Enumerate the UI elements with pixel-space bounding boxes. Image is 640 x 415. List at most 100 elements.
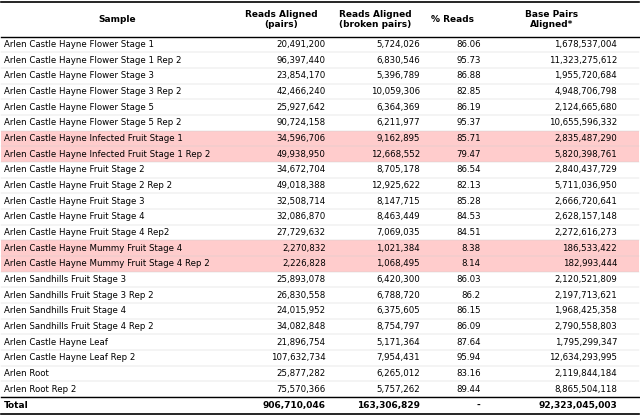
Text: 85.28: 85.28: [456, 197, 481, 205]
Text: 5,820,398,761: 5,820,398,761: [554, 149, 617, 159]
Text: 86.15: 86.15: [456, 306, 481, 315]
Text: 5,757,262: 5,757,262: [376, 385, 420, 393]
Text: 83.16: 83.16: [456, 369, 481, 378]
Text: 20,491,200: 20,491,200: [276, 40, 326, 49]
Text: 5,171,364: 5,171,364: [376, 337, 420, 347]
Text: 8,147,715: 8,147,715: [376, 197, 420, 205]
Polygon shape: [1, 225, 639, 240]
Polygon shape: [1, 52, 639, 68]
Polygon shape: [1, 193, 639, 209]
Text: 2,272,616,273: 2,272,616,273: [554, 228, 617, 237]
Text: 906,710,046: 906,710,046: [263, 401, 326, 410]
Text: 32,508,714: 32,508,714: [276, 197, 326, 205]
Text: Arlen Sandhills Fruit Stage 4: Arlen Sandhills Fruit Stage 4: [4, 306, 126, 315]
Text: 5,711,036,950: 5,711,036,950: [554, 181, 617, 190]
Text: 82.13: 82.13: [456, 181, 481, 190]
Polygon shape: [1, 115, 639, 131]
Text: 34,672,704: 34,672,704: [276, 165, 326, 174]
Text: 1,968,425,358: 1,968,425,358: [554, 306, 617, 315]
Text: 6,830,546: 6,830,546: [376, 56, 420, 65]
Text: 10,059,306: 10,059,306: [371, 87, 420, 96]
Text: Arlen Castle Hayne Fruit Stage 4: Arlen Castle Hayne Fruit Stage 4: [4, 212, 145, 221]
Text: 2,835,487,290: 2,835,487,290: [554, 134, 617, 143]
Text: Arlen Castle Hayne Flower Stage 5: Arlen Castle Hayne Flower Stage 5: [4, 103, 154, 112]
Text: 4,948,706,798: 4,948,706,798: [554, 87, 617, 96]
Text: Arlen Castle Hayne Infected Fruit Stage 1: Arlen Castle Hayne Infected Fruit Stage …: [4, 134, 182, 143]
Text: 1,068,495: 1,068,495: [376, 259, 420, 268]
Text: 8,705,178: 8,705,178: [376, 165, 420, 174]
Polygon shape: [1, 303, 639, 319]
Text: 10,655,596,332: 10,655,596,332: [548, 118, 617, 127]
Text: 89.44: 89.44: [456, 385, 481, 393]
Text: 92,323,045,003: 92,323,045,003: [538, 401, 617, 410]
Text: 8,865,504,118: 8,865,504,118: [554, 385, 617, 393]
Text: 2,120,521,809: 2,120,521,809: [554, 275, 617, 284]
Text: 27,729,632: 27,729,632: [276, 228, 326, 237]
Text: Arlen Sandhills Fruit Stage 3 Rep 2: Arlen Sandhills Fruit Stage 3 Rep 2: [4, 290, 154, 300]
Text: Arlen Castle Hayne Flower Stage 1: Arlen Castle Hayne Flower Stage 1: [4, 40, 154, 49]
Polygon shape: [1, 240, 639, 256]
Text: 6,265,012: 6,265,012: [376, 369, 420, 378]
Text: 1,795,299,347: 1,795,299,347: [554, 337, 617, 347]
Text: 25,877,282: 25,877,282: [276, 369, 326, 378]
Text: 87.64: 87.64: [456, 337, 481, 347]
Text: 1,021,384: 1,021,384: [376, 244, 420, 253]
Text: Arlen Castle Hayne Leaf Rep 2: Arlen Castle Hayne Leaf Rep 2: [4, 353, 135, 362]
Text: 6,375,605: 6,375,605: [376, 306, 420, 315]
Text: 2,666,720,641: 2,666,720,641: [554, 197, 617, 205]
Polygon shape: [1, 287, 639, 303]
Text: 12,634,293,995: 12,634,293,995: [549, 353, 617, 362]
Text: 6,788,720: 6,788,720: [376, 290, 420, 300]
Text: -: -: [477, 401, 481, 410]
Polygon shape: [1, 99, 639, 115]
Text: Reads Aligned
(broken pairs): Reads Aligned (broken pairs): [339, 10, 412, 29]
Text: 49,938,950: 49,938,950: [277, 149, 326, 159]
Text: Arlen Castle Hayne Fruit Stage 3: Arlen Castle Hayne Fruit Stage 3: [4, 197, 145, 205]
Text: 6,211,977: 6,211,977: [376, 118, 420, 127]
Text: Total: Total: [4, 401, 29, 410]
Text: Arlen Castle Hayne Fruit Stage 2 Rep 2: Arlen Castle Hayne Fruit Stage 2 Rep 2: [4, 181, 172, 190]
Text: 21,896,754: 21,896,754: [276, 337, 326, 347]
Text: 42,466,240: 42,466,240: [276, 87, 326, 96]
Text: 2,270,832: 2,270,832: [282, 244, 326, 253]
Text: 12,925,622: 12,925,622: [371, 181, 420, 190]
Text: 8,754,797: 8,754,797: [376, 322, 420, 331]
Text: Arlen Castle Hayne Leaf: Arlen Castle Hayne Leaf: [4, 337, 108, 347]
Text: Arlen Root Rep 2: Arlen Root Rep 2: [4, 385, 76, 393]
Text: 12,668,552: 12,668,552: [371, 149, 420, 159]
Text: 90,724,158: 90,724,158: [276, 118, 326, 127]
Text: 5,396,789: 5,396,789: [376, 71, 420, 80]
Text: 34,596,706: 34,596,706: [276, 134, 326, 143]
Text: 95.73: 95.73: [456, 56, 481, 65]
Text: Reads Aligned
(pairs): Reads Aligned (pairs): [245, 10, 317, 29]
Polygon shape: [1, 366, 639, 381]
Polygon shape: [1, 256, 639, 271]
Text: 7,954,431: 7,954,431: [376, 353, 420, 362]
Polygon shape: [1, 271, 639, 287]
Text: 75,570,366: 75,570,366: [276, 385, 326, 393]
Polygon shape: [1, 146, 639, 162]
Polygon shape: [1, 350, 639, 366]
Text: 186,533,422: 186,533,422: [563, 244, 617, 253]
Polygon shape: [1, 381, 639, 397]
Text: 2,119,844,184: 2,119,844,184: [554, 369, 617, 378]
Text: Arlen Castle Hayne Fruit Stage 4 Rep2: Arlen Castle Hayne Fruit Stage 4 Rep2: [4, 228, 169, 237]
Text: Arlen Castle Hayne Mummy Fruit Stage 4 Rep 2: Arlen Castle Hayne Mummy Fruit Stage 4 R…: [4, 259, 209, 268]
Text: Arlen Castle Hayne Flower Stage 1 Rep 2: Arlen Castle Hayne Flower Stage 1 Rep 2: [4, 56, 181, 65]
Polygon shape: [1, 334, 639, 350]
Text: Base Pairs
Aligned*: Base Pairs Aligned*: [525, 10, 578, 29]
Text: 2,226,828: 2,226,828: [282, 259, 326, 268]
Text: 86.09: 86.09: [456, 322, 481, 331]
Text: 32,086,870: 32,086,870: [276, 212, 326, 221]
Text: 9,162,895: 9,162,895: [376, 134, 420, 143]
Text: Arlen Castle Hayne Infected Fruit Stage 1 Rep 2: Arlen Castle Hayne Infected Fruit Stage …: [4, 149, 210, 159]
Text: 84.53: 84.53: [456, 212, 481, 221]
Text: Arlen Root: Arlen Root: [4, 369, 49, 378]
Text: 86.03: 86.03: [456, 275, 481, 284]
Polygon shape: [1, 83, 639, 99]
Text: 107,632,734: 107,632,734: [271, 353, 326, 362]
Text: 25,927,642: 25,927,642: [276, 103, 326, 112]
Polygon shape: [1, 397, 639, 414]
Text: 2,124,665,680: 2,124,665,680: [554, 103, 617, 112]
Text: 2,197,713,621: 2,197,713,621: [554, 290, 617, 300]
